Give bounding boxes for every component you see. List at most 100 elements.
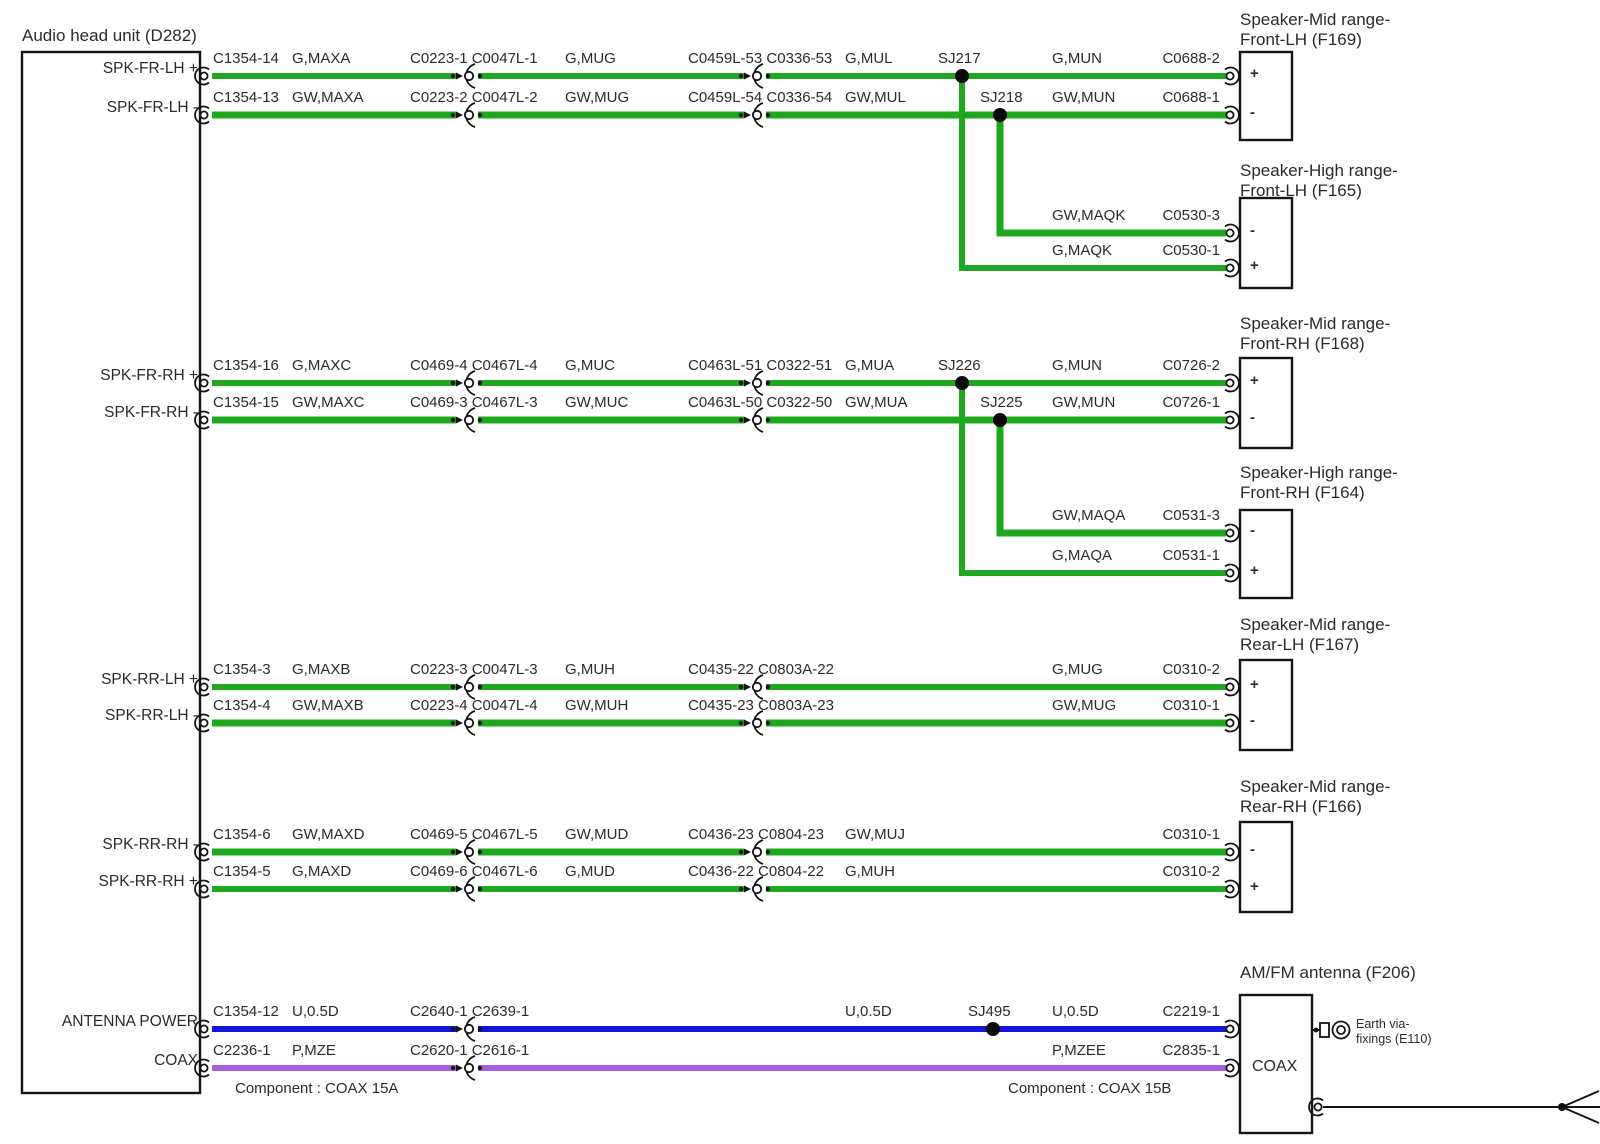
- wire-code-label: GW,MUG: [1052, 697, 1117, 714]
- wire-code-label: GW,MAXB: [292, 697, 364, 714]
- wire: [959, 76, 1226, 271]
- speaker-box: [1238, 50, 1294, 142]
- wire-code-label: GW,MUA: [845, 394, 908, 411]
- pin-connector-icon: [1224, 105, 1240, 125]
- connector-label: C1354-14: [213, 50, 279, 67]
- connector-label: C0223-2 C0047L-2: [410, 89, 538, 106]
- speaker-box: [1238, 820, 1294, 914]
- connector-label: C0531-1: [1162, 547, 1220, 564]
- pin-label: SPK-RR-LH +: [101, 671, 198, 688]
- wire-code-label: G,MAQK: [1052, 242, 1113, 259]
- connector-label: C0726-1: [1162, 394, 1220, 411]
- wire-code-label: G,MUG: [565, 50, 616, 67]
- wire-code-label: G,MUC: [565, 357, 615, 374]
- connector-label: C0459L-54 C0336-54: [688, 89, 833, 106]
- component-title: Speaker-Mid range-: [1240, 615, 1391, 634]
- connector-label: C2236-1: [213, 1042, 271, 1059]
- terminal-sign: -: [1250, 409, 1255, 426]
- connector-label: C1354-3: [213, 661, 271, 678]
- component-title: Front-RH (F164): [1240, 483, 1365, 502]
- wire-code-label: G,MUH: [565, 661, 615, 678]
- connector-label: C1354-6: [213, 826, 271, 843]
- wire-code-label: G,MUN: [1052, 50, 1102, 67]
- terminal-sign: +: [1250, 372, 1259, 389]
- terminal-sign: +: [1250, 562, 1259, 579]
- pin-connector-icon: [1224, 1058, 1240, 1078]
- pin-connector-icon: [1224, 258, 1240, 278]
- junction-dot: [986, 1022, 1000, 1036]
- terminal-sign: +: [1250, 676, 1259, 693]
- wire-code-label: G,MUG: [1052, 661, 1103, 678]
- pin-connector-icon: [1224, 713, 1240, 733]
- earth-ground-icon: [1312, 1020, 1351, 1040]
- connector-label: C0436-23 C0804-23: [688, 826, 824, 843]
- pin-label: COAX: [154, 1052, 198, 1069]
- connector-label: C1354-13: [213, 89, 279, 106]
- coax-inner-label: COAX: [1252, 1058, 1298, 1075]
- connector-label: C1354-16: [213, 357, 279, 374]
- junction-label: SJ226: [938, 357, 981, 374]
- junction-label: SJ217: [938, 50, 981, 67]
- connector-label: C1354-15: [213, 394, 279, 411]
- wire-code-label: GW,MUN: [1052, 394, 1116, 411]
- connector-label: C0469-6 C0467L-6: [410, 863, 538, 880]
- terminal-sign: -: [1250, 841, 1255, 858]
- wire-code-label: GW,MAXD: [292, 826, 365, 843]
- connector-label: C0223-3 C0047L-3: [410, 661, 538, 678]
- wire-code-label: GW,MAXC: [292, 394, 365, 411]
- junction-dot: [993, 413, 1007, 427]
- connector-label: C2219-1: [1162, 1003, 1220, 1020]
- connector-label: C0435-22 C0803A-22: [688, 661, 834, 678]
- pin-label: SPK-RR-LH -: [104, 707, 198, 724]
- connector-label: C0469-4 C0467L-4: [410, 357, 538, 374]
- wire-code-label: GW,MUD: [565, 826, 629, 843]
- wire-code-label: G,MUA: [845, 357, 895, 374]
- connector-label: C0688-1: [1162, 89, 1220, 106]
- head-unit-title: Audio head unit (D282): [22, 26, 197, 45]
- pin-connector-icon: [1224, 223, 1240, 243]
- pin-label: SPK-FR-RH -: [104, 404, 198, 421]
- note-label: Component : COAX 15B: [1008, 1080, 1172, 1097]
- connector-label: C0310-2: [1162, 863, 1220, 880]
- pin-connector-icon: [1224, 879, 1240, 899]
- wire-code-label: GW,MUG: [565, 89, 630, 106]
- connector-label: C0310-2: [1162, 661, 1220, 678]
- connector-label: C0530-1: [1162, 242, 1220, 259]
- wire-code-label: U,0.5D: [292, 1003, 339, 1020]
- junction-dot: [955, 376, 969, 390]
- wire-code-label: GW,MUN: [1052, 89, 1116, 106]
- pin-connector-icon: [1224, 1019, 1240, 1039]
- connector-label: C0310-1: [1162, 826, 1220, 843]
- connector-label: C0463L-50 C0322-50: [688, 394, 833, 411]
- pin-label: SPK-RR-RH +: [98, 873, 198, 890]
- terminal-sign: -: [1250, 104, 1255, 121]
- earth-label: Earth via-: [1356, 1017, 1410, 1031]
- terminal-sign: -: [1250, 222, 1255, 239]
- wire-code-label: G,MAXC: [292, 357, 352, 374]
- component-title: Rear-LH (F167): [1240, 635, 1360, 654]
- terminal-sign: -: [1250, 712, 1255, 729]
- antenna-lead: [1323, 1090, 1600, 1124]
- pin-label: ANTENNA POWER: [61, 1013, 198, 1030]
- component-title: Front-LH (F165): [1240, 181, 1362, 200]
- head-unit-box: [20, 50, 202, 1095]
- connector-label: C0459L-53 C0336-53: [688, 50, 833, 67]
- component-title: AM/FM antenna (F206): [1240, 963, 1416, 982]
- pin-label: SPK-RR-RH -: [102, 836, 198, 853]
- wire-code-label: G,MAXA: [292, 50, 351, 67]
- connector-label: C1354-4: [213, 697, 271, 714]
- speaker-box: [1238, 658, 1294, 752]
- pin-label: SPK-FR-LH -: [106, 99, 198, 116]
- antenna-box: [1238, 993, 1314, 1135]
- junction-label: SJ225: [980, 394, 1023, 411]
- connector-label: C0435-23 C0803A-23: [688, 697, 834, 714]
- pin-connector-icon: [1224, 842, 1240, 862]
- wire-code-label: G,MUL: [845, 50, 893, 67]
- junction-label: SJ218: [980, 89, 1023, 106]
- wire-code-label: G,MAXB: [292, 661, 351, 678]
- component-title: Rear-RH (F166): [1240, 797, 1362, 816]
- wire-code-label: G,MAXD: [292, 863, 352, 880]
- speaker-box: [1238, 196, 1294, 290]
- wire-code-label: GW,MAXA: [292, 89, 364, 106]
- junction-label: SJ495: [968, 1003, 1011, 1020]
